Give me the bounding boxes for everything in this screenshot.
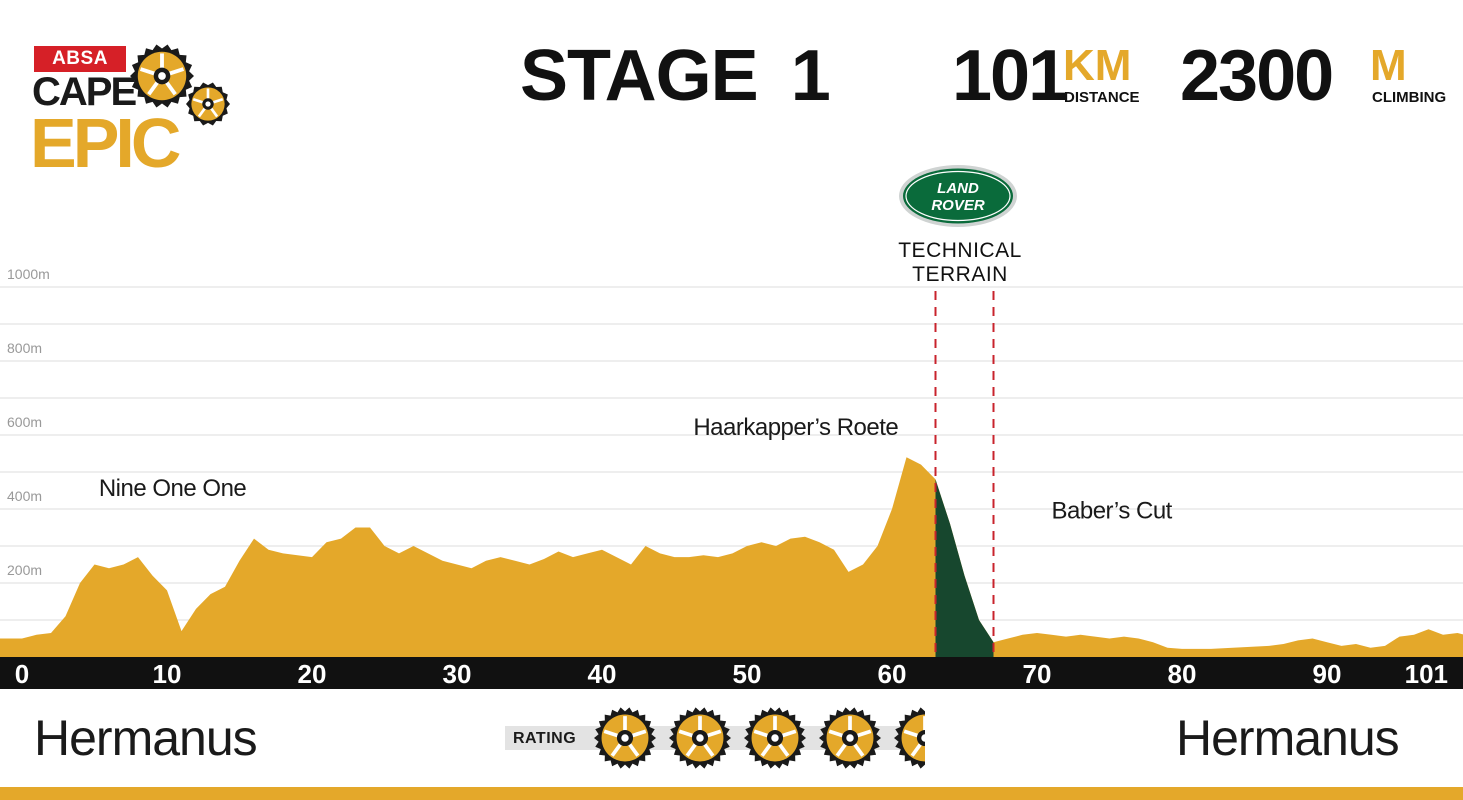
bottom-accent-bar xyxy=(0,787,1463,800)
climb-annotation: Haarkapper’s Roete xyxy=(693,414,898,441)
x-axis-ticks: 0 10 20 30 40 50 60 70 80 90 101 xyxy=(15,659,1448,689)
x-tick-label: 80 xyxy=(1168,659,1197,689)
x-tick-label: 20 xyxy=(298,659,327,689)
distance-caption: DISTANCE xyxy=(1064,89,1140,106)
rating-label: RATING xyxy=(513,730,577,747)
rating-gear-icon xyxy=(744,707,806,769)
distance-value: 101 xyxy=(952,36,1068,116)
x-tick-label: 70 xyxy=(1023,659,1052,689)
elevation-profile-area xyxy=(0,457,1463,657)
technical-terrain-area xyxy=(935,479,994,657)
land-rover-line2: ROVER xyxy=(931,197,985,214)
stage-title: STAGE 1 xyxy=(520,34,831,118)
climbing-value: 2300 xyxy=(1180,36,1334,116)
land-rover-line1: LAND xyxy=(937,180,979,197)
land-rover-oval xyxy=(903,168,1013,224)
land-rover-logo: LAND ROVER xyxy=(899,165,1017,227)
logo-gear-small xyxy=(186,82,230,126)
rating-gears xyxy=(594,707,925,769)
technical-terrain-line2: TERRAIN xyxy=(912,263,1008,286)
y-tick-label: 800m xyxy=(7,340,42,356)
climb-annotations: Nine One One Haarkapper’s Roete Baber’s Cu… xyxy=(99,414,1173,524)
climb-annotation: Baber’s Cut xyxy=(1052,497,1173,524)
start-town: Hermanus xyxy=(34,710,258,766)
rating-gear-icon xyxy=(819,707,881,769)
x-tick-label: 40 xyxy=(588,659,617,689)
rating-gear-icon xyxy=(894,707,925,769)
x-tick-label: 10 xyxy=(153,659,182,689)
difficulty-rating: RATING xyxy=(505,704,930,772)
climb-annotation: Nine One One xyxy=(99,475,247,502)
climbing-unit: M xyxy=(1370,41,1407,90)
stage-word: STAGE xyxy=(520,36,759,116)
gears-icon xyxy=(130,44,230,126)
logo-gear-large xyxy=(130,44,194,108)
y-tick-label: 1000m xyxy=(7,266,50,282)
y-tick-label: 200m xyxy=(7,562,42,578)
logo-cape-text: CAPE xyxy=(32,70,137,114)
technical-terrain-line1: TECHNICAL xyxy=(898,239,1022,262)
absa-badge: ABSA xyxy=(34,46,126,72)
climbing-caption: CLIMBING xyxy=(1372,89,1447,106)
cape-epic-logo: ABSA CAPE EPIC xyxy=(30,42,240,182)
finish-town: Hermanus xyxy=(1176,710,1400,766)
y-tick-label: 600m xyxy=(7,414,42,430)
y-tick-label: 400m xyxy=(7,488,42,504)
x-tick-label: 101 xyxy=(1405,659,1448,689)
x-axis-band xyxy=(0,657,1463,689)
logo-epic-text: EPIC xyxy=(30,104,181,182)
x-tick-label: 0 xyxy=(15,659,29,689)
distance-unit: KM xyxy=(1063,41,1132,90)
stage-number: 1 xyxy=(790,36,831,116)
rating-gear-icon xyxy=(594,707,656,769)
rating-gear-icon xyxy=(669,707,731,769)
x-tick-label: 90 xyxy=(1313,659,1342,689)
y-axis-ticks: 200m 400m 600m 800m 1000m xyxy=(7,266,50,578)
rating-graphic xyxy=(505,707,925,769)
land-rover-inner-ring xyxy=(905,170,1011,222)
x-tick-label: 50 xyxy=(733,659,762,689)
x-tick-label: 30 xyxy=(443,659,472,689)
x-tick-label: 60 xyxy=(878,659,907,689)
